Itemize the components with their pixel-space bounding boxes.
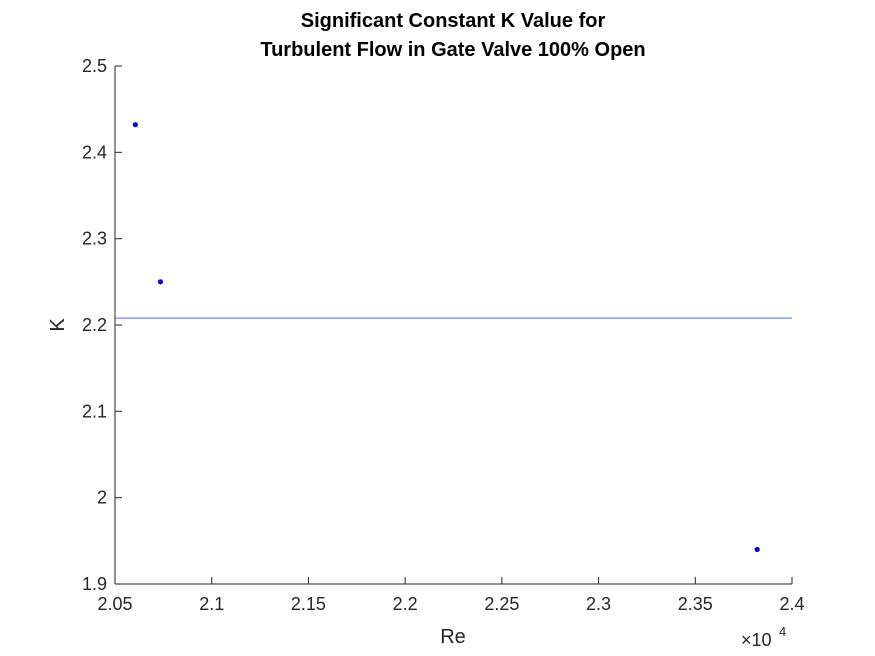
data-point xyxy=(754,546,760,553)
y-tick-label: 1.9 xyxy=(82,574,107,594)
x-axis-label: Re xyxy=(440,626,466,648)
x-exponent-power: 4 xyxy=(779,624,786,639)
x-tick-label: 2.1 xyxy=(199,594,224,614)
y-ticks: 1.9 2 2.1 2.2 2.3 2.4 2.5 xyxy=(82,56,122,594)
x-tick-label: 2.25 xyxy=(484,594,519,614)
data-point xyxy=(132,122,138,128)
y-tick-label: 2.1 xyxy=(82,401,107,421)
x-exponent-base: ×10 xyxy=(741,630,772,650)
x-tick-label: 2.3 xyxy=(586,594,611,614)
x-tick-label: 2.15 xyxy=(291,594,326,614)
x-ticks: 2.05 2.1 2.15 2.2 2.25 2.3 2.35 2.4 xyxy=(97,577,805,614)
data-point xyxy=(157,279,164,285)
y-tick-label: 2.2 xyxy=(82,315,107,335)
chart-title-line-1: Significant Constant K Value for xyxy=(301,10,606,32)
y-tick-label: 2 xyxy=(97,488,107,508)
x-axis-exponent: ×10 4 xyxy=(741,624,786,650)
series-points xyxy=(132,122,760,553)
chart-title-line-2: Turbulent Flow in Gate Valve 100% Open xyxy=(260,39,645,61)
y-axis-label: K xyxy=(47,318,69,332)
y-tick-label: 2.5 xyxy=(82,56,107,76)
x-tick-label: 2.35 xyxy=(678,594,713,614)
y-tick-label: 2.3 xyxy=(82,229,107,249)
plot-area: 2.05 2.1 2.15 2.2 2.25 2.3 2.35 2.4 1.922.12.22… xyxy=(82,56,805,614)
chart-title: Significant Constant K Value for Turbule… xyxy=(260,10,645,61)
x-tick-label: 2.4 xyxy=(779,594,804,614)
x-tick-label: 2.05 xyxy=(97,594,132,614)
y-tick-label: 2.4 xyxy=(82,142,107,162)
x-tick-label: 2.2 xyxy=(393,594,418,614)
